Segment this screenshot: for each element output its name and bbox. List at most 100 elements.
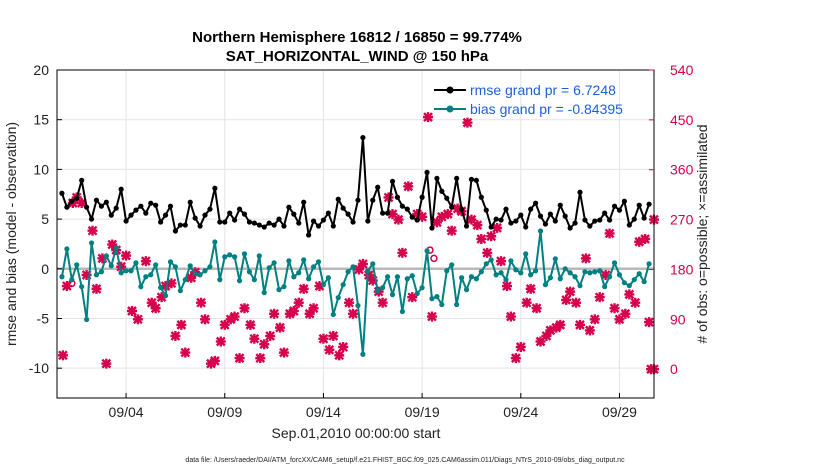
obs-layer — [57, 112, 659, 375]
bias-point — [404, 276, 410, 282]
rmse-point — [192, 215, 198, 221]
rmse-point — [227, 210, 233, 216]
bias-point — [587, 270, 593, 276]
bias-point — [542, 282, 549, 288]
rmse-point — [454, 175, 460, 181]
obs-assimilated-point — [486, 231, 497, 242]
obs-assimilated-point — [229, 311, 240, 322]
rmse-point — [88, 216, 95, 222]
rmse-point — [414, 217, 420, 223]
obs-assimilated-point — [496, 256, 507, 267]
rmse-point — [547, 211, 553, 217]
chart-subtitle: SAT_HORIZONTAL_WIND @ 150 hPa — [226, 48, 489, 65]
bias-point — [483, 261, 489, 267]
x-tick-label: 09/19 — [405, 404, 440, 420]
bias-point — [256, 253, 262, 259]
bias-point — [167, 259, 174, 265]
rmse-point — [552, 218, 558, 224]
rmse-point — [79, 177, 85, 183]
obs-assimilated-point — [180, 347, 191, 358]
bias-point — [355, 302, 361, 309]
rmse-point — [207, 206, 213, 212]
rmse-point — [577, 189, 583, 195]
bias-point — [557, 276, 563, 282]
rmse-point — [473, 177, 479, 183]
obs-assimilated-point — [132, 314, 143, 325]
rmse-point — [409, 214, 415, 220]
rmse-point — [340, 205, 346, 211]
rmse-point — [434, 175, 440, 181]
rmse-point — [84, 204, 90, 210]
footer-data-file: data file: /Users/raeder/DAI/ATM_forcXX/… — [185, 457, 625, 464]
y-tick-left-label: 10 — [33, 161, 49, 177]
bias-point — [192, 271, 198, 277]
bias-point — [547, 275, 553, 281]
bias-point — [503, 277, 509, 283]
rmse-point — [523, 224, 529, 230]
obs-assimilated-point — [116, 261, 127, 272]
rmse-point — [232, 217, 238, 223]
bias-point — [419, 285, 425, 291]
bias-point — [582, 269, 588, 275]
bias-point — [79, 284, 85, 290]
bias-point — [409, 273, 415, 279]
rmse-point — [167, 203, 174, 209]
obs-assimilated-point — [275, 322, 286, 333]
bias-point — [360, 351, 366, 357]
bias-point — [424, 248, 430, 254]
bias-point — [320, 282, 327, 288]
bias-point — [236, 278, 243, 284]
bias-point — [197, 272, 203, 278]
y-tick-left-label: -5 — [37, 310, 50, 326]
rmse-point — [365, 218, 371, 224]
bias-point — [439, 301, 445, 308]
rmse-point — [394, 194, 401, 200]
bias-point — [113, 245, 119, 251]
rmse-point — [468, 176, 475, 182]
obs-assimilated-point — [442, 209, 453, 220]
bias-point — [611, 260, 618, 266]
obs-assimilated-point — [377, 297, 388, 308]
bias-point — [513, 267, 519, 273]
obs-assimilated-point — [288, 306, 299, 317]
obs-assimilated-point — [324, 344, 335, 355]
obs-assimilated-point — [423, 112, 434, 123]
rmse-point — [118, 186, 124, 192]
obs-assimilated-point — [594, 292, 605, 303]
rmse-point — [478, 194, 484, 200]
bias-point — [636, 271, 642, 277]
rmse-point — [217, 219, 223, 225]
rmse-point — [404, 206, 410, 212]
obs-assimilated-point — [476, 233, 487, 244]
bias-point — [69, 277, 75, 283]
rmse-point — [439, 188, 445, 194]
bias-point — [621, 280, 627, 286]
bias-point — [98, 269, 105, 275]
rmse-point — [133, 207, 139, 213]
obs-assimilated-point — [574, 319, 585, 330]
bias-point — [449, 262, 455, 268]
bias-point — [241, 251, 248, 257]
bias-point — [276, 287, 282, 293]
rmse-point — [449, 204, 455, 210]
obs-assimilated-point — [482, 247, 493, 258]
y-axis-label-right: # of obs: o=possible; ×=assimilated — [694, 124, 710, 343]
obs-assimilated-point — [87, 225, 98, 236]
rmse-point — [74, 195, 80, 201]
rmse-point — [153, 202, 159, 208]
obs-assimilated-point — [609, 303, 620, 314]
obs-assimilated-point — [357, 258, 368, 269]
y-tick-right-label: 180 — [670, 261, 694, 277]
bias-point — [631, 277, 637, 283]
bias-point — [271, 260, 277, 266]
rmse-point — [222, 219, 228, 225]
y-tick-right-label: 450 — [670, 112, 694, 128]
rmse-point — [158, 219, 164, 225]
rmse-point — [621, 198, 627, 204]
rmse-point — [616, 207, 623, 213]
x-tick-label: 09/14 — [306, 404, 341, 420]
bias-point — [473, 276, 479, 282]
bias-point — [74, 262, 80, 268]
bias-point — [281, 284, 287, 290]
